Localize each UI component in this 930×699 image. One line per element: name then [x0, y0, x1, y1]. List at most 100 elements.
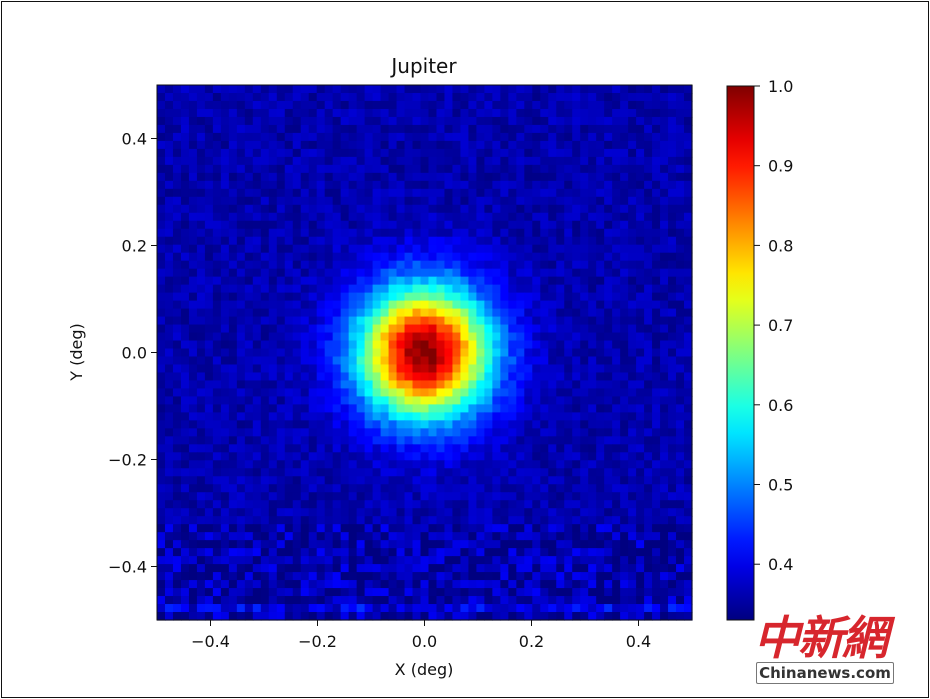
heatmap-cell — [396, 220, 406, 230]
heatmap-cell — [388, 284, 398, 294]
heatmap-cell — [364, 284, 374, 294]
heatmap-cell — [316, 316, 326, 326]
heatmap-cell — [260, 260, 270, 270]
heatmap-cell — [396, 404, 406, 413]
heatmap-cell — [500, 228, 509, 238]
heatmap-cell — [420, 428, 430, 437]
heatmap-cell — [652, 308, 661, 318]
heatmap-cell — [212, 276, 222, 286]
heatmap-cell — [188, 572, 198, 581]
heatmap-cell — [612, 92, 621, 102]
heatmap-cell — [428, 156, 438, 166]
heatmap-cell — [564, 348, 573, 358]
heatmap-cell — [676, 212, 685, 222]
heatmap-cell — [620, 204, 629, 214]
heatmap-cell — [404, 380, 414, 390]
heatmap-cell — [420, 612, 430, 621]
heatmap-cell — [532, 292, 541, 302]
heatmap-cell — [500, 460, 509, 469]
heatmap-cell — [652, 428, 661, 437]
heatmap-cell — [588, 172, 597, 182]
heatmap-cell — [588, 148, 597, 158]
heatmap-cell — [172, 316, 182, 326]
heatmap-cell — [292, 244, 302, 254]
heatmap-cell — [500, 348, 509, 358]
heatmap-cell — [316, 85, 326, 94]
heatmap-cell — [484, 252, 493, 262]
heatmap-cell — [316, 196, 326, 206]
heatmap-cell — [380, 348, 390, 358]
heatmap-cell — [596, 340, 605, 350]
heatmap-cell — [660, 444, 669, 453]
heatmap-cell — [228, 588, 238, 597]
heatmap-cell — [468, 308, 478, 318]
heatmap-cell — [612, 148, 621, 158]
heatmap-cell — [188, 308, 198, 318]
heatmap-cell — [404, 452, 414, 461]
heatmap-cell — [636, 548, 645, 557]
heatmap-cell — [548, 204, 557, 214]
heatmap-cell — [484, 316, 493, 326]
heatmap-cell — [676, 476, 685, 485]
heatmap-cell — [540, 196, 549, 206]
heatmap-cell — [292, 188, 302, 198]
heatmap-cell — [157, 292, 166, 302]
heatmap-cell — [668, 460, 677, 469]
heatmap-cell — [492, 116, 501, 126]
heatmap-cell — [236, 548, 246, 557]
heatmap-cell — [196, 196, 206, 206]
heatmap-cell — [188, 444, 198, 453]
heatmap-cell — [468, 124, 478, 134]
heatmap-cell — [220, 92, 230, 102]
heatmap-cell — [428, 228, 438, 238]
heatmap-cell — [188, 188, 198, 198]
heatmap-cell — [652, 508, 661, 517]
heatmap-cell — [668, 476, 677, 485]
heatmap-cell — [484, 140, 493, 150]
heatmap-cell — [188, 252, 198, 262]
heatmap-cell — [228, 132, 238, 142]
heatmap-cell — [204, 372, 214, 382]
heatmap-cell — [452, 220, 462, 230]
heatmap-cell — [204, 292, 214, 302]
heatmap-cell — [308, 116, 318, 126]
heatmap-cell — [612, 404, 621, 413]
heatmap-cell — [540, 116, 549, 126]
heatmap-cell — [244, 196, 254, 206]
heatmap-cell — [356, 428, 366, 437]
heatmap-cell — [372, 420, 382, 429]
heatmap-cell — [644, 180, 653, 190]
heatmap-cell — [660, 452, 669, 461]
heatmap-cell — [660, 476, 669, 485]
heatmap-cell — [212, 132, 222, 142]
heatmap-cell — [356, 236, 366, 246]
heatmap-cell — [380, 236, 390, 246]
heatmap-cell — [444, 484, 454, 493]
heatmap-cell — [188, 340, 198, 350]
heatmap-cell — [348, 612, 358, 621]
heatmap-cell — [444, 532, 454, 541]
heatmap-cell — [564, 116, 573, 126]
heatmap-cell — [636, 308, 645, 318]
heatmap-cell — [157, 244, 166, 254]
heatmap-cell — [580, 100, 589, 110]
heatmap-cell — [652, 188, 661, 198]
heatmap-cell — [548, 308, 557, 318]
heatmap-cell — [444, 268, 454, 278]
heatmap-cell — [492, 604, 501, 613]
heatmap-cell — [188, 164, 198, 174]
heatmap-cell — [436, 572, 446, 581]
heatmap-cell — [420, 564, 430, 573]
heatmap-cell — [628, 388, 637, 398]
heatmap-cell — [228, 468, 238, 477]
heatmap-cell — [540, 604, 549, 613]
heatmap-cell — [652, 524, 661, 533]
heatmap-cell — [252, 212, 262, 222]
heatmap-cell — [588, 356, 597, 366]
heatmap-cell — [596, 236, 605, 246]
heatmap-cell — [516, 316, 525, 326]
heatmap-cell — [340, 85, 350, 94]
heatmap-cell — [172, 484, 182, 493]
heatmap-cell — [356, 164, 366, 174]
heatmap-cell — [172, 108, 182, 118]
